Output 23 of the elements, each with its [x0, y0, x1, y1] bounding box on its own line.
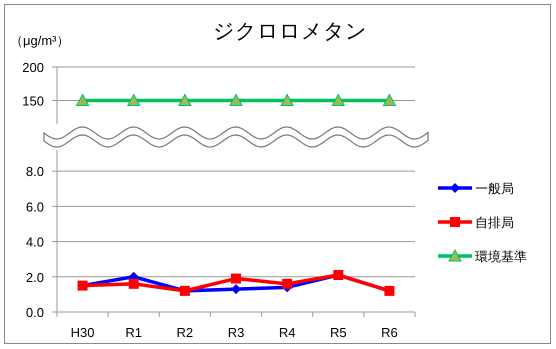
point: [231, 274, 241, 284]
x-tick-label: R6: [381, 325, 398, 340]
point: [282, 278, 292, 289]
x-tick-label: R4: [278, 325, 296, 340]
y-tick-label: 200: [22, 60, 44, 75]
y-tick-label: 0.0: [26, 305, 44, 320]
x-tick-label: R3: [228, 325, 244, 340]
y-tick-label: 2.0: [26, 270, 44, 285]
point: [231, 284, 241, 294]
y-tick-label: 4.0: [26, 234, 44, 250]
legend-label: 一般局: [475, 181, 514, 196]
legend-label: 環境基準: [475, 249, 527, 264]
chart-title: ジクロロメタン: [213, 20, 367, 43]
y-tick-label: 6.0: [26, 199, 44, 214]
y-axis-title: （μg/m³）: [10, 33, 70, 48]
x-tick-label: H30: [70, 325, 94, 340]
point: [128, 278, 139, 289]
x-tick-label: R1: [125, 325, 142, 340]
x-tick-label: R5: [330, 325, 347, 340]
x-tick-label: R2: [176, 325, 194, 340]
y-tick-label: 150: [22, 94, 44, 109]
legend-label: 自排局: [475, 215, 514, 230]
y-tick-label: 8.0: [26, 164, 44, 180]
